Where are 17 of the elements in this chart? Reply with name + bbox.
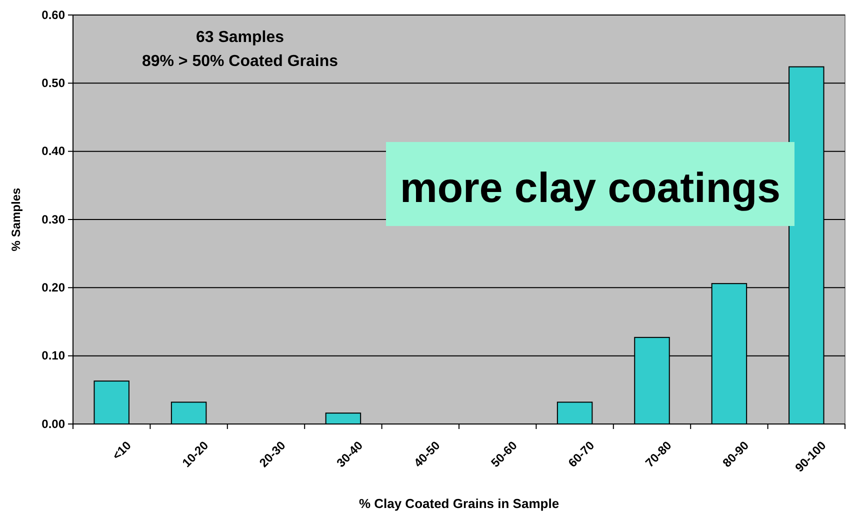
y-tick-label: 0.40 — [42, 144, 66, 158]
bar — [556, 402, 593, 424]
y-tick-label: 0.50 — [42, 76, 66, 90]
x-axis-title: % Clay Coated Grains in Sample — [358, 496, 560, 511]
annotation: 63 Samples — [196, 29, 284, 46]
bar — [325, 412, 362, 424]
annotation: more clay coatings — [400, 164, 780, 211]
y-tick-label: 0.10 — [42, 348, 66, 363]
y-tick-label: 0.30 — [42, 212, 66, 226]
bar — [94, 380, 130, 424]
y-tick-label: 0.00 — [42, 416, 66, 431]
x-tick-label: <10 — [110, 438, 134, 463]
y-axis-title: % Samples — [9, 188, 23, 252]
annotation: 89% > 50% Coated Grains — [142, 53, 338, 70]
y-tick-label: 0.60 — [42, 8, 66, 22]
y-tick-label: 0.20 — [42, 280, 66, 295]
bar — [170, 402, 207, 424]
